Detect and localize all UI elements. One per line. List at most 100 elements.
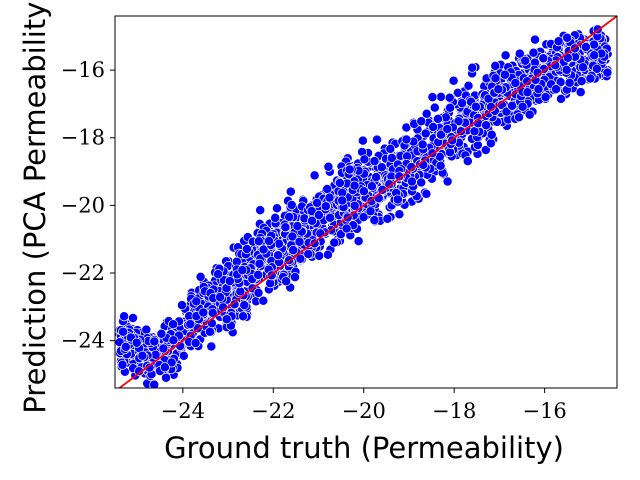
data-point [580, 42, 591, 52]
data-point [149, 379, 160, 388]
data-point [270, 212, 281, 223]
data-point [241, 244, 252, 254]
data-point [323, 161, 334, 172]
data-point [371, 172, 382, 183]
plot-frame [114, 15, 618, 389]
data-point [128, 313, 138, 323]
data-point [322, 249, 333, 260]
data-point [357, 135, 368, 146]
data-point [392, 194, 403, 205]
y-axis: −24 −22 −20 −18 −16 [61, 58, 115, 353]
data-point [436, 129, 446, 140]
data-point [538, 53, 549, 64]
data-point [485, 138, 496, 149]
data-point [528, 47, 539, 58]
data-point [273, 250, 284, 261]
data-point [420, 128, 431, 139]
data-point [481, 120, 492, 131]
data-point [254, 258, 265, 269]
data-point [499, 69, 510, 80]
data-point [435, 160, 446, 171]
data-point [562, 32, 573, 43]
data-point [530, 34, 540, 45]
data-point [168, 335, 179, 346]
data-point [467, 62, 478, 73]
data-point [221, 314, 232, 325]
data-point [315, 228, 326, 239]
data-point [386, 153, 397, 163]
data-point [490, 73, 501, 84]
data-point [341, 223, 352, 234]
data-point [191, 296, 202, 307]
data-point [556, 93, 566, 104]
data-point [349, 180, 360, 191]
data-point [324, 192, 335, 203]
x-tick-label: −22 [251, 399, 295, 423]
data-point [445, 147, 455, 158]
data-point [366, 181, 377, 192]
data-point [349, 200, 360, 211]
data-point [120, 341, 131, 352]
data-point [258, 244, 269, 255]
data-point [264, 236, 274, 246]
data-point [258, 295, 269, 306]
data-point [253, 236, 264, 247]
data-point [427, 92, 438, 103]
data-point [442, 176, 453, 187]
data-point [480, 145, 491, 155]
data-point [416, 116, 427, 127]
data-point [576, 76, 587, 87]
data-point [158, 343, 169, 354]
data-point [469, 126, 480, 137]
data-point [514, 112, 524, 123]
data-point [288, 245, 299, 256]
data-point [442, 124, 453, 134]
data-point [551, 84, 562, 95]
x-tick-label: −20 [342, 399, 386, 423]
data-point [141, 324, 152, 335]
data-point [507, 100, 518, 111]
data-point [384, 179, 395, 190]
data-point [591, 63, 602, 74]
data-point [290, 272, 300, 283]
data-point [119, 311, 130, 322]
data-point [337, 195, 348, 206]
data-point [514, 48, 525, 59]
data-point [376, 162, 387, 173]
data-point [281, 276, 292, 287]
x-tick-label: −18 [432, 399, 476, 423]
data-point [421, 188, 432, 199]
data-point [287, 231, 298, 242]
data-point [159, 362, 170, 373]
data-point [358, 212, 369, 223]
data-point [204, 326, 215, 337]
data-point [436, 91, 446, 102]
data-point [325, 212, 336, 223]
data-point [457, 98, 468, 109]
data-point [144, 362, 155, 373]
y-tick-label: −20 [61, 193, 105, 217]
data-point [394, 209, 405, 220]
data-point [137, 350, 148, 361]
data-point [493, 84, 504, 95]
data-point [416, 177, 427, 188]
data-point [490, 60, 501, 71]
data-point [533, 84, 544, 95]
data-point [517, 101, 528, 112]
data-point [255, 205, 266, 216]
y-tick-label: −24 [61, 329, 105, 353]
data-point [589, 50, 600, 61]
y-tick-label: −22 [61, 261, 105, 285]
x-tick-label: −24 [161, 399, 205, 423]
data-point [238, 311, 249, 322]
data-point [190, 338, 201, 348]
data-point [385, 143, 396, 154]
y-tick-label: −18 [61, 126, 105, 150]
y-axis-label: Prediction (PCA Permeability) [18, 0, 52, 414]
data-point [444, 92, 455, 103]
y-tick-label: −16 [61, 58, 105, 82]
data-point [406, 176, 417, 187]
data-point [524, 109, 535, 120]
data-point [520, 55, 531, 66]
data-point [272, 203, 282, 214]
